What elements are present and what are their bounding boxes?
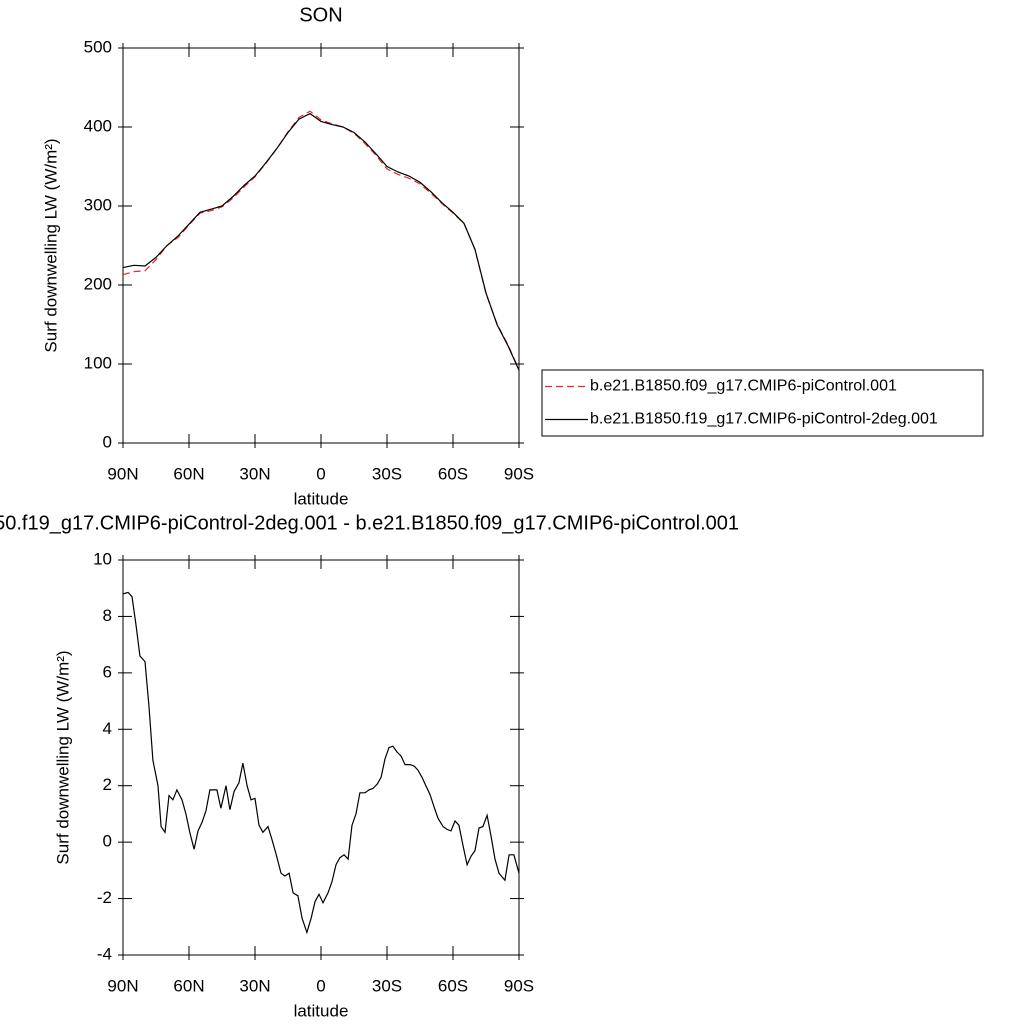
x-tick-label: 90S	[504, 464, 534, 483]
y-tick-label: 4	[103, 719, 112, 738]
y-tick-label: 8	[103, 606, 112, 625]
y-tick-label: 500	[84, 37, 112, 56]
x-tick-label: 60N	[173, 976, 204, 995]
series-line	[122, 110, 520, 370]
x-tick-label: 30S	[372, 464, 402, 483]
x-tick-label: 90N	[107, 464, 138, 483]
x-tick-label: 0	[316, 976, 325, 995]
x-tick-label: 30S	[372, 976, 402, 995]
y-tick-label: 100	[84, 353, 112, 372]
x-tick-label: 60S	[438, 976, 468, 995]
y-tick-label: 10	[93, 549, 112, 568]
y-tick-label: 200	[84, 274, 112, 293]
chart-title: SON	[299, 4, 342, 26]
x-tick-label: 60N	[173, 464, 204, 483]
x-axis-label: latitude	[294, 1001, 349, 1020]
y-tick-label: -2	[97, 888, 112, 907]
legend-box	[541, 369, 984, 437]
y-tick-label: 2	[103, 775, 112, 794]
legend-label: b.e21.B1850.f19_g17.CMIP6-piControl-2deg…	[590, 411, 938, 428]
plot-frame	[122, 47, 520, 444]
y-tick-label: 400	[84, 116, 112, 135]
chart-title: b.e21.B1850.f19_g17.CMIP6-piControl-2deg…	[0, 512, 739, 534]
x-tick-label: 60S	[438, 464, 468, 483]
plot-frame	[122, 559, 520, 956]
y-tick-label: 0	[103, 832, 112, 851]
x-tick-label: 0	[316, 464, 325, 483]
x-tick-label: 90S	[504, 976, 534, 995]
x-tick-label: 30N	[239, 464, 270, 483]
x-tick-label: 30N	[239, 976, 270, 995]
y-tick-label: 6	[103, 662, 112, 681]
y-tick-label: 0	[103, 432, 112, 451]
x-axis-label: latitude	[294, 489, 349, 508]
series-line	[122, 112, 520, 371]
series-line	[122, 591, 520, 935]
y-tick-label: -4	[97, 944, 112, 963]
y-tick-label: 300	[84, 195, 112, 214]
y-axis-label: Surf downwelling LW (W/m²)	[53, 650, 72, 864]
y-axis-label: Surf downwelling LW (W/m²)	[41, 138, 60, 352]
legend-label: b.e21.B1850.f09_g17.CMIP6-piControl.001	[590, 378, 897, 395]
x-tick-label: 90N	[107, 976, 138, 995]
